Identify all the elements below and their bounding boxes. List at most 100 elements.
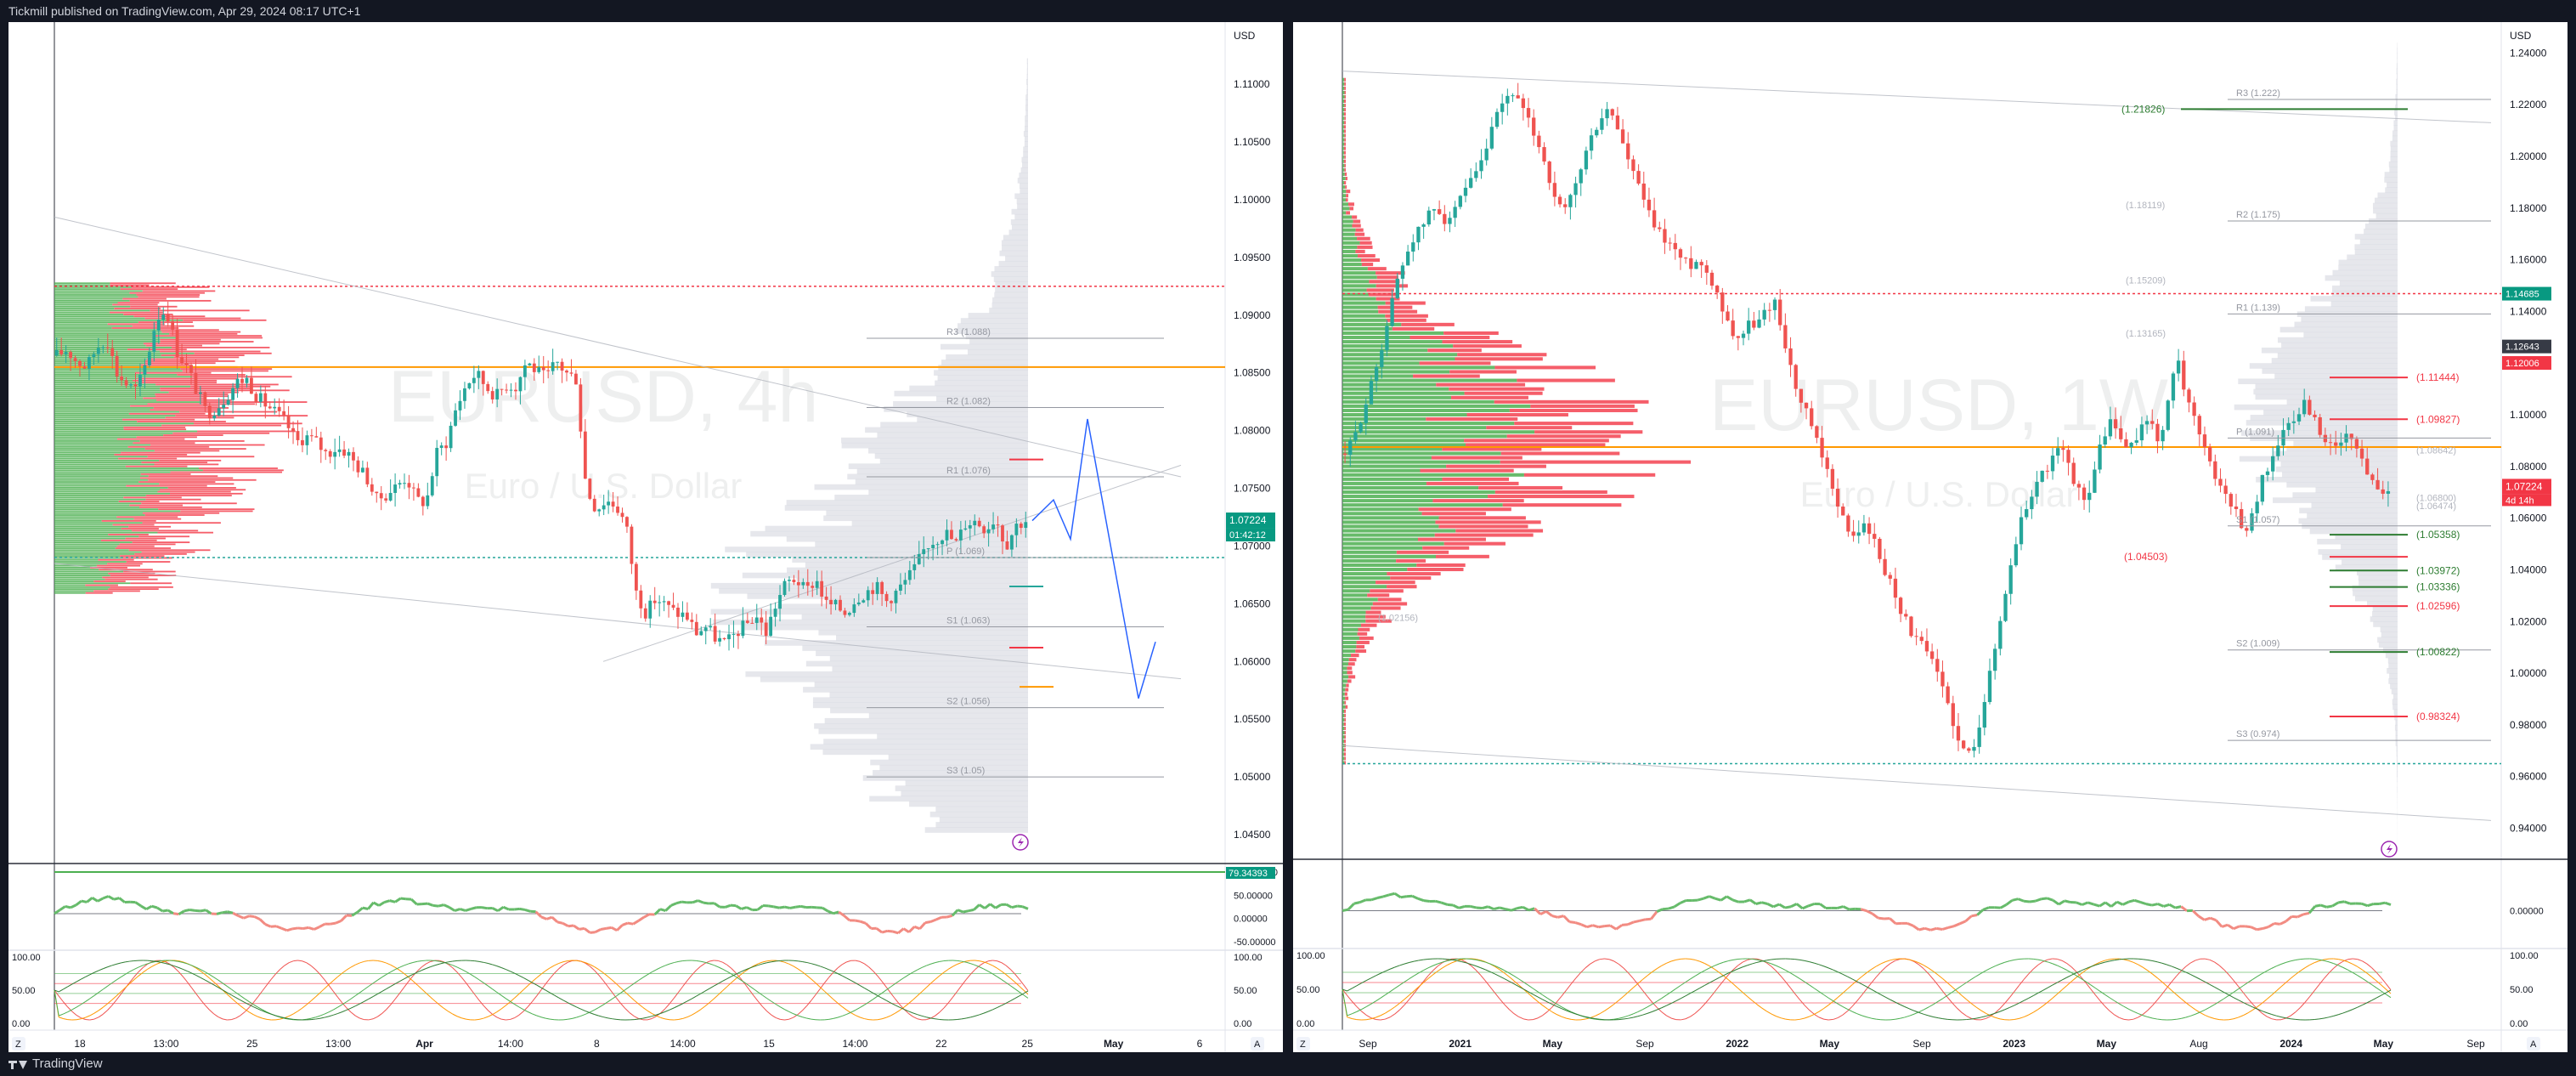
oscillator-2-segment <box>797 1015 803 1018</box>
volume-profile-bar <box>2392 694 2398 699</box>
oscillator-2-segment <box>2242 992 2249 999</box>
oscillator-2-segment <box>2171 966 2177 969</box>
oscillator-1-segment <box>162 909 168 913</box>
events-lightning-icon[interactable] <box>2381 841 2398 858</box>
candle-body <box>1479 160 1483 172</box>
oscillator-1-segment <box>140 904 147 910</box>
oscillator-2-segment <box>1023 984 1029 991</box>
oscillator-2-segment <box>2385 983 2392 990</box>
volume-profile-bar <box>2395 740 2398 746</box>
chart-panel-eurusd-4h[interactable]: USD EURUSD, 4h Euro / U.S. Dollar 1.11000 1.… <box>8 22 1283 1052</box>
candle-body <box>996 524 1000 526</box>
oscillator-2-segment <box>191 987 197 994</box>
volume-profile-bar <box>1014 213 1028 220</box>
oscillator-2-segment <box>1533 1017 1539 1021</box>
oscillator-2-segment <box>2180 998 2187 1004</box>
oscillator-1-segment <box>2139 901 2147 906</box>
volume-profile-up-bar <box>54 502 142 505</box>
tradingview-brand[interactable]: TradingView <box>8 1052 103 1076</box>
candle-body <box>811 586 815 588</box>
oscillator-1-segment <box>724 903 732 909</box>
volume-profile-bar <box>765 525 1028 532</box>
oscillator-2-segment <box>1937 998 1944 1002</box>
volume-profile-bar <box>2262 368 2398 374</box>
oscillator-2-segment <box>1019 978 1025 985</box>
oscillator-1-segment <box>698 899 704 904</box>
oscillator-2-segment <box>784 961 789 965</box>
volume-profile-up-bar <box>54 592 86 594</box>
time-axis-label: Sep <box>1359 1038 1377 1050</box>
volume-profile-up-bar <box>1342 430 1535 434</box>
oscillator-2-segment <box>483 961 489 965</box>
oscillator-1-segment <box>54 909 61 915</box>
volume-profile-down-bar <box>1344 172 1347 176</box>
volume-profile-up-bar <box>54 512 144 514</box>
volume-profile-bar <box>796 577 1028 584</box>
volume-profile-down-bar <box>1345 185 1347 190</box>
time-axis-label: 18 <box>74 1038 86 1050</box>
volume-profile-up-bar <box>1342 688 1346 692</box>
candle-body <box>2103 436 2107 445</box>
oscillator-2-segment <box>1471 958 1477 960</box>
zoom-reset-button[interactable] <box>12 1037 25 1051</box>
oscillator-2-segment <box>2362 977 2368 983</box>
volume-profile-up-bar <box>1342 181 1344 185</box>
faint-level-label: (1.18119) <box>2126 201 2165 211</box>
volume-profile-bar <box>2261 347 2398 354</box>
candle-body <box>1353 432 1358 441</box>
oscillator-2-segment <box>664 963 670 966</box>
chart-panel-eurusd-1w[interactable]: USD EURUSD, 1W Euro / U.S. Dollar 1.24000 1.… <box>1293 22 2568 1052</box>
oscillator-2-segment <box>678 1003 683 1006</box>
oscillator-2-segment <box>718 980 723 984</box>
oscillator-2-segment <box>2386 989 2392 994</box>
candle-body <box>2239 508 2244 529</box>
oscillator-2-segment <box>704 1002 710 1007</box>
candle-body <box>1385 326 1389 351</box>
volume-profile-bar <box>955 328 1028 335</box>
volume-profile-bar <box>2311 502 2398 508</box>
volume-profile-up-bar <box>54 576 103 579</box>
volume-profile-up-bar <box>1342 713 1345 717</box>
oscillator-2-segment <box>336 996 342 1004</box>
oscillator-2-segment <box>120 987 126 993</box>
zoom-reset-button[interactable] <box>1296 1037 1310 1051</box>
candle-body <box>2003 593 2008 621</box>
oscillator-2-segment <box>1833 1017 1839 1020</box>
oscillator-2-segment <box>1765 962 1772 967</box>
lightning-glyph-icon <box>1018 837 1024 847</box>
oscillator-2-segment <box>1690 975 1696 980</box>
candle-body <box>120 376 124 381</box>
oscillator-2-segment <box>2037 1005 2043 1010</box>
volume-profile-up-bar <box>54 428 124 431</box>
oscillator-2-segment <box>2048 958 2053 960</box>
volume-profile-bar <box>2377 637 2398 643</box>
price-axis-label: 1.09500 <box>1234 252 1271 263</box>
auto-scale-button[interactable] <box>1251 1037 1264 1051</box>
oscillator-2-segment <box>1785 981 1791 988</box>
events-lightning-icon[interactable] <box>1012 834 1029 851</box>
oscillator-2-segment <box>2280 961 2286 965</box>
oscillator-2-segment <box>421 988 427 994</box>
candle-body <box>147 352 151 365</box>
oscillator-2-axis-label: 0.00 <box>2510 1019 2528 1029</box>
oscillator-2-segment <box>602 972 608 977</box>
candle-body <box>2171 373 2176 401</box>
volume-profile-bar <box>823 739 1028 745</box>
oscillator-2-segment <box>200 969 206 972</box>
volume-profile-bar <box>2390 156 2398 162</box>
oscillator-2-segment <box>1799 978 1805 983</box>
oscillator-1-segment <box>935 915 942 921</box>
volume-profile-up-bar <box>54 415 176 417</box>
oscillator-2-segment <box>2324 972 2330 979</box>
volume-profile-bar <box>1026 63 1028 70</box>
candle-body <box>574 373 578 385</box>
volume-profile-up-bar <box>54 360 146 362</box>
volume-profile-up-bar <box>54 426 124 428</box>
oscillator-1-axis-label: 0.00000 <box>2510 907 2544 917</box>
candle-body <box>2250 513 2254 531</box>
oscillator-2-segment <box>1575 972 1581 979</box>
auto-scale-button[interactable] <box>2527 1037 2540 1051</box>
volume-profile-up-bar <box>54 450 155 452</box>
